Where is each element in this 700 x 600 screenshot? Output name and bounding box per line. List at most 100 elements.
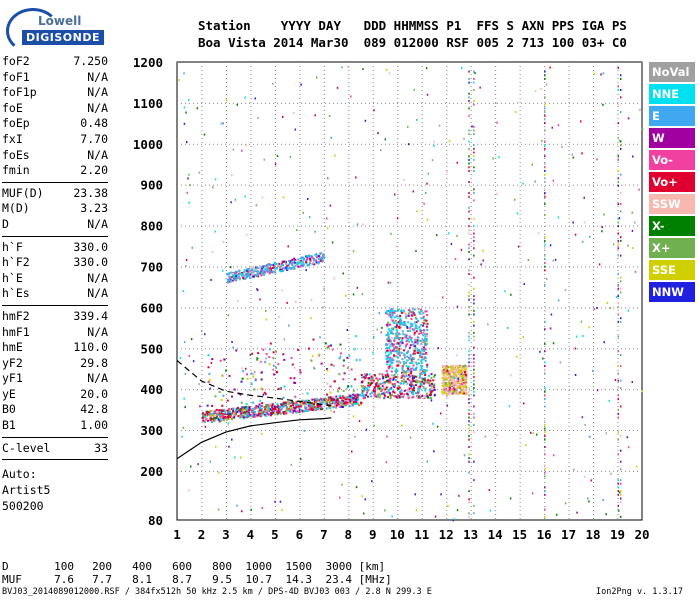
grid-dot (261, 225, 262, 227)
grid-dot (372, 166, 374, 167)
grid-dot (323, 326, 325, 327)
grid-dot (617, 362, 619, 363)
echo-point (355, 402, 358, 405)
grid-dot (568, 134, 570, 135)
grid-dot (495, 222, 497, 223)
grid-dot (453, 266, 454, 268)
grid-dot (495, 338, 497, 339)
grid-dot (177, 370, 178, 371)
grid-dot (299, 314, 301, 315)
grid-dot (446, 430, 448, 431)
echo-point (360, 401, 363, 404)
grid-dot (281, 430, 282, 432)
grid-dot (201, 225, 202, 227)
echo-point (227, 410, 230, 413)
grid-dot (372, 106, 374, 107)
grid-dot (372, 326, 374, 327)
grid-dot (249, 348, 250, 350)
echo-point (292, 411, 295, 414)
grid-dot (493, 520, 494, 521)
grid-dot (461, 348, 462, 350)
grid-dot (593, 398, 595, 399)
echo-point (232, 412, 235, 415)
echo-point (330, 405, 333, 408)
echo-point (261, 388, 264, 391)
grid-dot (621, 184, 622, 186)
grid-dot (637, 520, 638, 521)
echo-point (306, 406, 309, 409)
grid-dot (201, 366, 203, 367)
grid-dot (274, 206, 276, 207)
grid-dot (445, 102, 446, 104)
grid-dot (568, 238, 570, 239)
grid-dot (397, 294, 399, 295)
grid-dot (397, 274, 399, 275)
grid-dot (299, 338, 301, 339)
grid-dot (274, 498, 276, 499)
grid-dot (533, 430, 534, 432)
grid-dot (481, 470, 482, 472)
grid-dot (250, 154, 252, 155)
grid-dot (250, 110, 252, 111)
echo-point (279, 406, 282, 409)
echo-point (215, 417, 218, 420)
grid-dot (519, 242, 521, 243)
grid-dot (429, 430, 430, 432)
grid-dot (437, 470, 438, 472)
grid-dot (613, 62, 614, 63)
footer-cell: 14.3 (285, 573, 313, 586)
grid-dot (253, 470, 254, 472)
echo-point (203, 420, 206, 423)
footer-cell: 10.7 (245, 573, 273, 586)
grid-dot (625, 62, 626, 63)
grid-dot (323, 454, 325, 455)
footer-cell: 1500 (285, 560, 313, 573)
grid-dot (397, 430, 398, 432)
grid-dot (299, 350, 301, 351)
grid-dot (409, 102, 410, 104)
grid-dot (397, 154, 399, 155)
echo-point (342, 399, 345, 402)
grid-dot (568, 398, 570, 399)
grid-dot (372, 182, 374, 183)
grid-dot (519, 166, 521, 167)
echo-point (295, 408, 298, 411)
grid-dot (421, 250, 423, 251)
grid-dot (250, 346, 252, 347)
grid-dot (617, 307, 618, 309)
grid-dot (593, 342, 595, 343)
grid-dot (601, 470, 602, 472)
echo-point (366, 391, 369, 394)
grid-dot (299, 462, 301, 463)
grid-dot (274, 110, 276, 111)
grid-dot (495, 62, 497, 63)
grid-dot (372, 82, 374, 83)
grid-dot (433, 470, 434, 472)
grid-dot (189, 348, 190, 350)
logo-lowell-text: Lowell (38, 14, 82, 28)
grid-dot (297, 389, 298, 391)
grid-dot (470, 118, 472, 119)
grid-dot (405, 225, 406, 227)
grid-dot (568, 106, 570, 107)
grid-dot (225, 358, 227, 359)
grid-dot (633, 225, 634, 227)
echo-point (424, 374, 427, 377)
grid-dot (437, 143, 438, 145)
grid-dot (323, 162, 325, 163)
grid-dot (372, 434, 374, 435)
grid-dot (369, 143, 370, 145)
echo-point (332, 400, 335, 403)
grid-dot (249, 102, 250, 104)
grid-dot (470, 302, 472, 303)
grid-dot (250, 174, 252, 175)
grid-dot (201, 348, 202, 350)
grid-dot (233, 225, 234, 227)
echo-point (276, 405, 279, 408)
echo-point (349, 400, 352, 403)
grid-dot (325, 348, 326, 350)
grid-dot (519, 102, 521, 103)
grid-dot (561, 225, 562, 227)
grid-dot (465, 307, 466, 309)
grid-dot (641, 520, 642, 521)
